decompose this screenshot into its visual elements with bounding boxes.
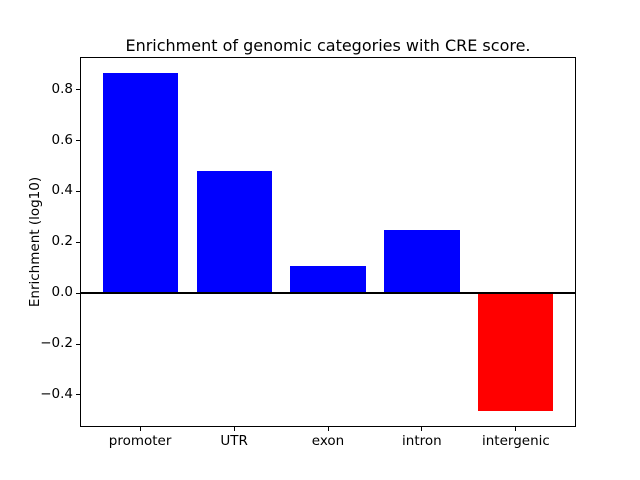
x-tick-label-intron: intron: [402, 433, 442, 449]
x-tick-mark: [139, 427, 141, 431]
y-tick-label: 0.2: [51, 233, 73, 250]
x-tick-mark: [515, 427, 517, 431]
y-tick-mark: [76, 394, 80, 396]
zero-line: [80, 291, 576, 295]
y-tick-mark: [76, 292, 80, 294]
y-tick-label: 0.6: [51, 131, 73, 148]
y-tick-label: 0.4: [51, 182, 73, 199]
x-tick-label-promoter: promoter: [108, 433, 172, 449]
y-tick-label: −0.4: [40, 385, 73, 402]
chart-title: Enrichment of genomic categories with CR…: [125, 36, 531, 55]
y-tick-mark: [76, 190, 80, 192]
bar-intergenic: [478, 293, 554, 412]
x-tick-mark: [233, 427, 235, 431]
x-tick-label-exon: exon: [311, 433, 345, 449]
x-tick-label-UTR: UTR: [220, 433, 248, 449]
y-tick-label: −0.2: [40, 335, 73, 351]
x-tick-mark: [327, 427, 329, 431]
bar-intron: [384, 230, 460, 294]
y-tick-mark: [76, 140, 80, 141]
y-tick-label: 0.8: [51, 80, 73, 97]
x-tick-mark: [421, 427, 423, 431]
y-tick-label: 0.0: [51, 284, 73, 301]
y-tick-mark: [76, 241, 80, 243]
bar-promoter: [102, 73, 178, 294]
y-tick-mark: [76, 89, 80, 91]
y-tick-mark: [76, 343, 80, 345]
x-tick-label-intergenic: intergenic: [481, 433, 550, 449]
bar-exon: [290, 266, 366, 294]
bar-UTR: [196, 171, 272, 294]
